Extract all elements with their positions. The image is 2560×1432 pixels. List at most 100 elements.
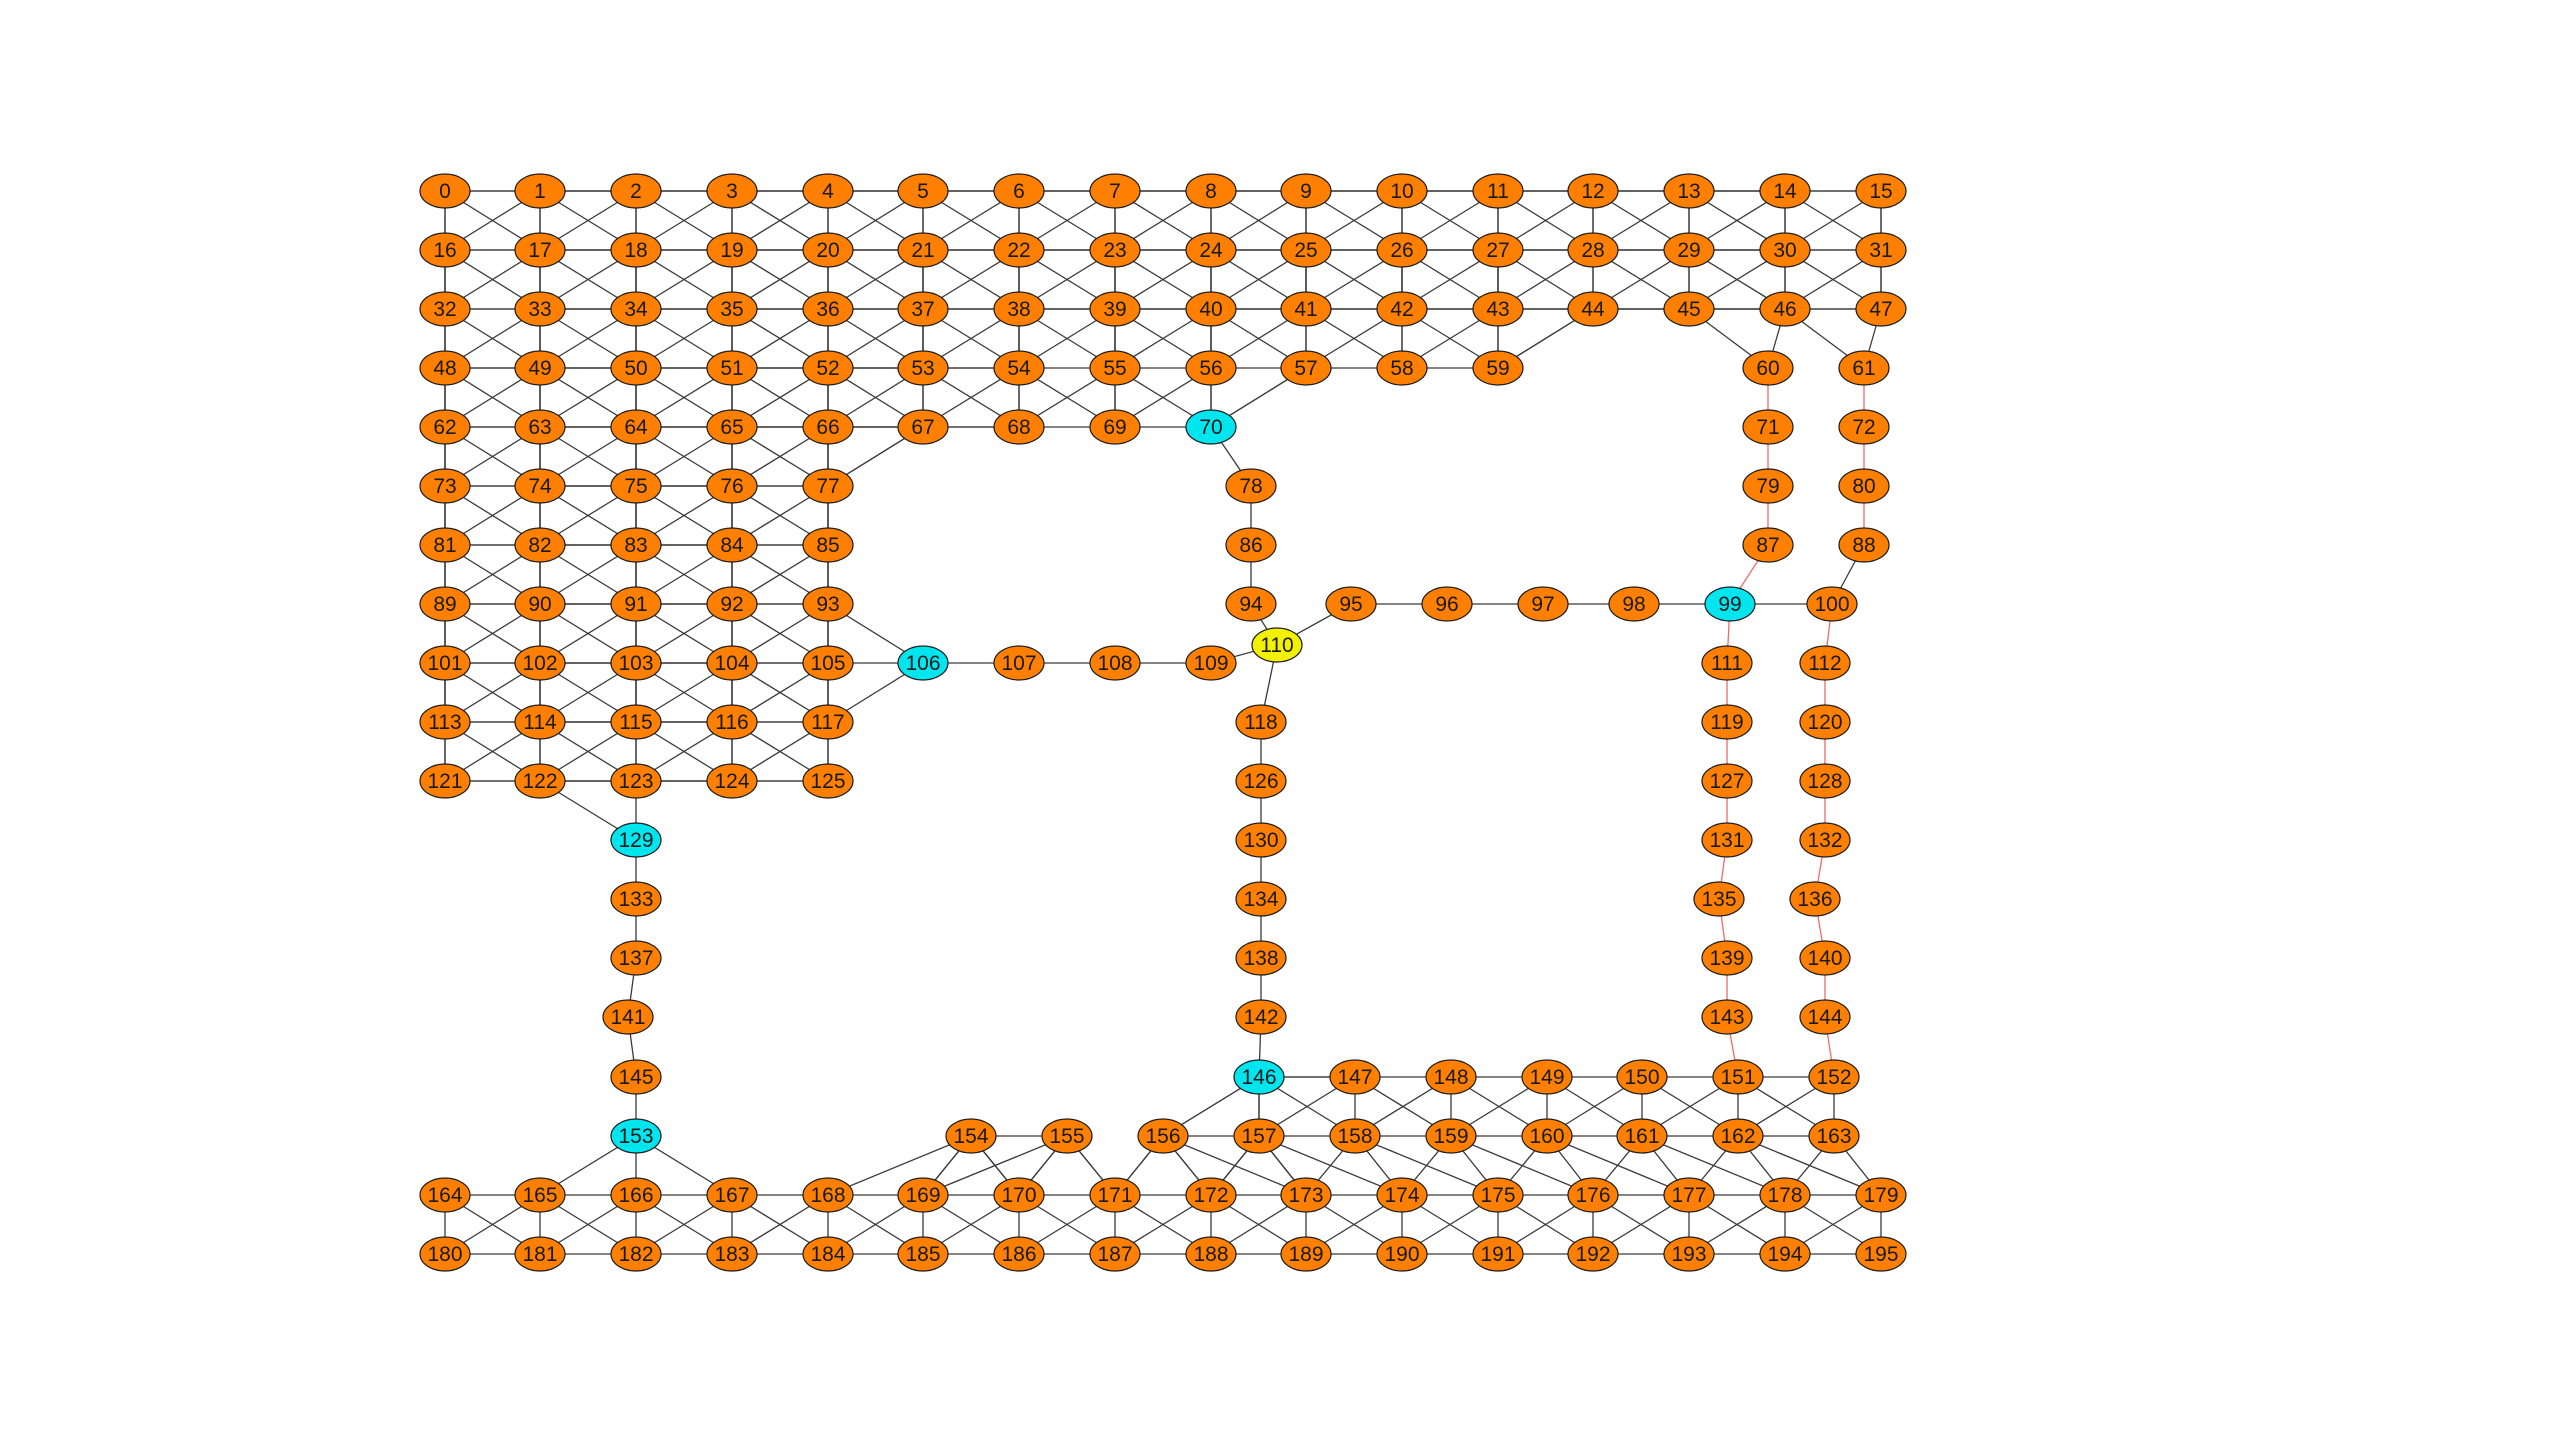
node-label: 133: [618, 888, 653, 911]
graph-node-6: 6: [993, 173, 1045, 209]
graph-node-100: 100: [1806, 586, 1858, 622]
graph-node-24: 24: [1185, 232, 1237, 268]
node-label: 30: [1773, 239, 1796, 262]
node-label: 85: [816, 534, 839, 557]
node-label: 171: [1097, 1184, 1132, 1207]
node-shape: [1567, 1236, 1619, 1272]
graph-node-52: 52: [802, 350, 854, 386]
graph-node-128: 128: [1799, 763, 1851, 799]
node-shape: [610, 881, 662, 917]
node-shape: [1089, 1177, 1141, 1213]
graph-node-107: 107: [993, 645, 1045, 681]
node-shape: [706, 232, 758, 268]
node-shape: [1855, 232, 1907, 268]
node-shape: [1701, 704, 1753, 740]
graph-node-94: 94: [1225, 586, 1277, 622]
node-label: 177: [1671, 1184, 1706, 1207]
graph-node-195: 195: [1855, 1236, 1907, 1272]
node-shape: [1701, 822, 1753, 858]
graph-node-86: 86: [1225, 527, 1277, 563]
node-label: 87: [1756, 534, 1779, 557]
graph-node-57: 57: [1280, 350, 1332, 386]
node-label: 122: [522, 770, 557, 793]
node-shape: [1838, 350, 1890, 386]
node-shape: [706, 1177, 758, 1213]
node-shape: [897, 645, 949, 681]
graph-node-41: 41: [1280, 291, 1332, 327]
graph-node-114: 114: [514, 704, 566, 740]
graph-node-11: 11: [1472, 173, 1524, 209]
graph-node-190: 190: [1376, 1236, 1428, 1272]
node-label: 118: [1244, 711, 1277, 734]
node-shape: [897, 350, 949, 386]
node-label: 36: [816, 298, 839, 321]
node-label: 143: [1709, 1006, 1744, 1029]
graph-node-110: 110: [1251, 627, 1303, 663]
node-label: 57: [1294, 357, 1317, 380]
node-shape: [1185, 173, 1237, 209]
node-label: 170: [1001, 1184, 1036, 1207]
node-label: 5: [917, 180, 929, 203]
node-shape: [1742, 527, 1794, 563]
graph-node-109: 109: [1185, 645, 1237, 681]
graph-node-23: 23: [1089, 232, 1141, 268]
node-label: 114: [523, 711, 557, 734]
graph-node-61: 61: [1838, 350, 1890, 386]
graph-node-104: 104: [706, 645, 758, 681]
node-shape: [1185, 291, 1237, 327]
graph-node-181: 181: [514, 1236, 566, 1272]
graph-node-101: 101: [419, 645, 471, 681]
node-shape: [419, 173, 471, 209]
node-label: 34: [624, 298, 648, 321]
node-label: 195: [1863, 1243, 1898, 1266]
node-label: 42: [1390, 298, 1413, 321]
node-label: 120: [1807, 711, 1842, 734]
node-label: 86: [1239, 534, 1262, 557]
node-shape: [419, 1177, 471, 1213]
graph-node-162: 162: [1712, 1118, 1764, 1154]
node-shape: [993, 1177, 1045, 1213]
node-label: 51: [720, 357, 743, 380]
node-label: 152: [1816, 1066, 1851, 1089]
graph-node-43: 43: [1472, 291, 1524, 327]
graph-node-137: 137: [610, 940, 662, 976]
node-label: 55: [1103, 357, 1126, 380]
graph-node-164: 164: [419, 1177, 471, 1213]
node-shape: [1185, 1236, 1237, 1272]
node-shape: [1225, 586, 1277, 622]
node-label: 161: [1624, 1125, 1659, 1148]
node-label: 66: [816, 416, 839, 439]
node-shape: [419, 645, 471, 681]
graph-node-12: 12: [1567, 173, 1619, 209]
node-shape: [419, 763, 471, 799]
node-shape: [1567, 291, 1619, 327]
node-label: 70: [1199, 416, 1222, 439]
graph-node-49: 49: [514, 350, 566, 386]
graph-node-50: 50: [610, 350, 662, 386]
node-shape: [610, 1118, 662, 1154]
node-label: 131: [1709, 829, 1744, 852]
node-label: 106: [905, 652, 940, 675]
node-label: 19: [720, 239, 743, 262]
node-shape: [1376, 173, 1428, 209]
node-shape: [802, 350, 854, 386]
node-shape: [419, 586, 471, 622]
node-shape: [514, 1236, 566, 1272]
graph-node-59: 59: [1472, 350, 1524, 386]
node-shape: [897, 1177, 949, 1213]
node-label: 144: [1807, 1006, 1842, 1029]
node-label: 115: [619, 711, 652, 734]
node-shape: [1472, 173, 1524, 209]
graph-node-80: 80: [1838, 468, 1890, 504]
graph-node-141: 141: [602, 999, 654, 1035]
graph-node-79: 79: [1742, 468, 1794, 504]
node-label: 121: [427, 770, 462, 793]
node-shape: [419, 527, 471, 563]
node-label: 109: [1193, 652, 1228, 675]
node-label: 28: [1581, 239, 1604, 262]
graph-node-48: 48: [419, 350, 471, 386]
node-shape: [1616, 1059, 1668, 1095]
graph-node-121: 121: [419, 763, 471, 799]
node-label: 8: [1205, 180, 1217, 203]
graph-node-55: 55: [1089, 350, 1141, 386]
